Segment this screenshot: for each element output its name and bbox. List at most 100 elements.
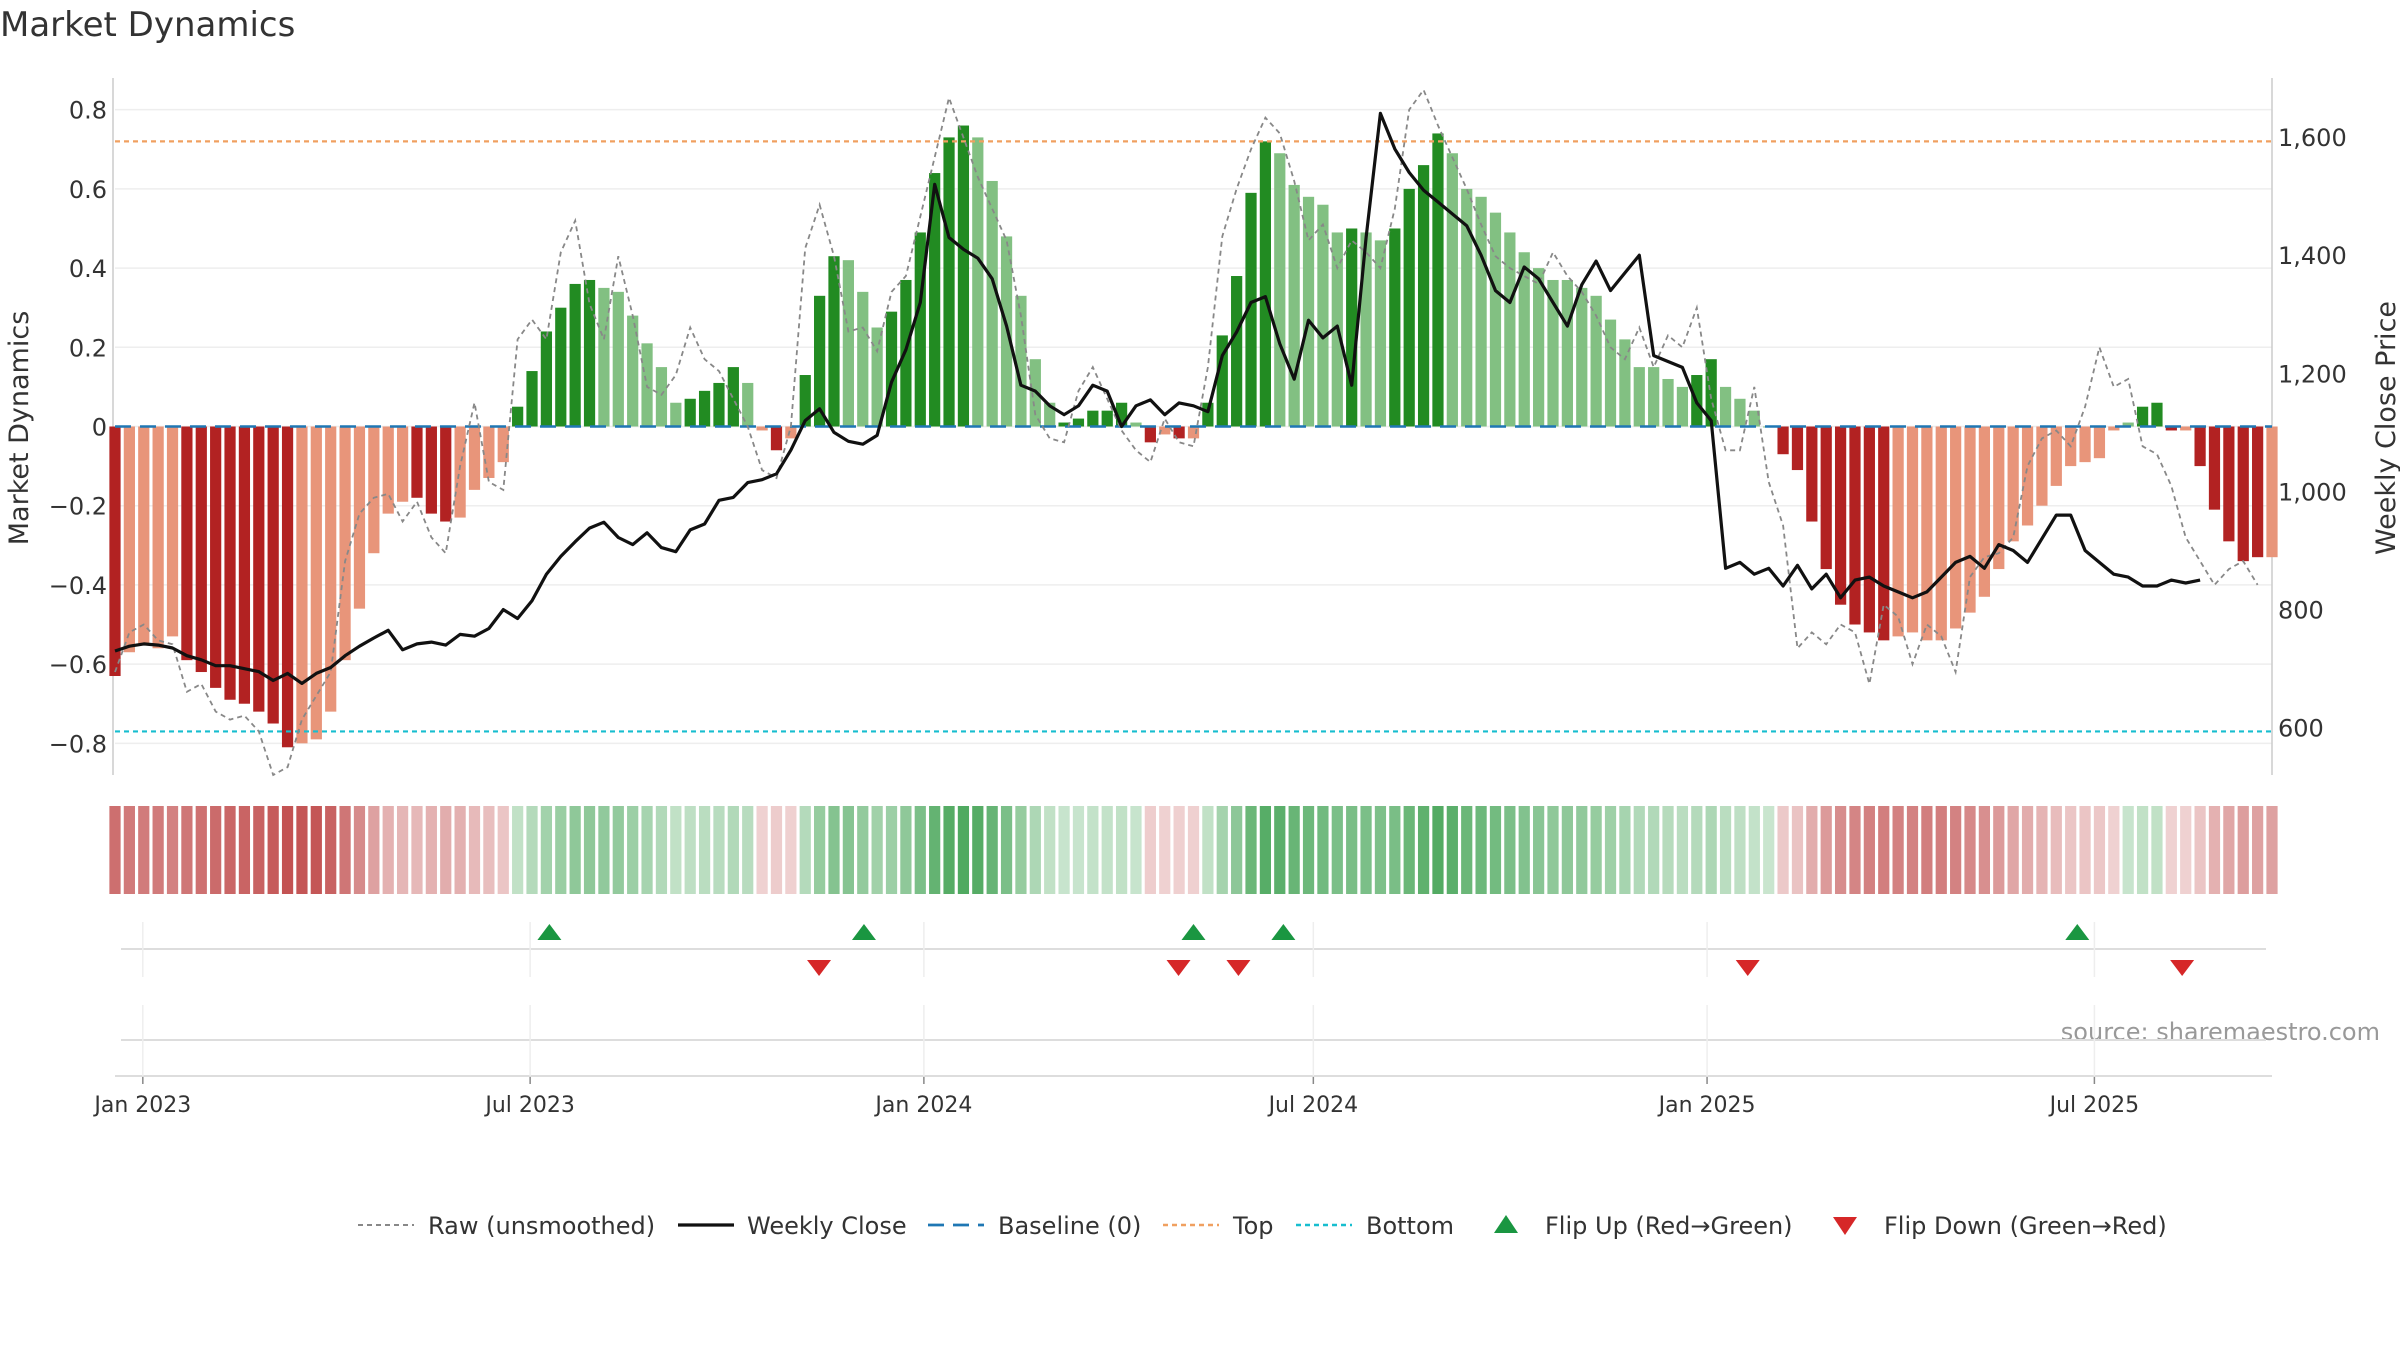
bar <box>2180 426 2192 431</box>
strip-cell <box>1058 806 1070 894</box>
strip-cell <box>325 806 337 894</box>
bar <box>2237 426 2249 562</box>
strip-cell <box>425 806 437 894</box>
strip-cell <box>2194 806 2206 894</box>
strip-cell <box>2036 806 2048 894</box>
bar <box>109 426 121 676</box>
bar <box>670 402 682 427</box>
strip-cell <box>454 806 466 894</box>
y-tick-label: 0.8 <box>69 97 107 125</box>
bar <box>1058 422 1070 427</box>
bar <box>1489 212 1502 427</box>
bar <box>411 426 423 498</box>
bar <box>871 327 883 427</box>
flip-down-marker <box>1166 960 1191 976</box>
bar <box>1072 418 1085 427</box>
strip-cell <box>339 806 351 894</box>
strip-cell <box>1633 806 1645 894</box>
strip-cell <box>1331 806 1343 894</box>
bar <box>267 426 279 724</box>
bar <box>281 426 294 748</box>
bar <box>1791 426 1804 471</box>
strip-cell <box>785 806 797 894</box>
strip-cell <box>670 806 682 894</box>
strip-cell <box>368 806 380 894</box>
bar <box>612 291 624 427</box>
strip-cell <box>1604 806 1617 894</box>
legend-item: Flip Down (Green→Red) <box>1884 1212 2167 1240</box>
strip-cell <box>526 806 538 894</box>
bar <box>1993 426 2005 570</box>
weekly-close-line <box>114 111 2201 686</box>
strip-cell <box>1187 806 1200 894</box>
bar <box>1676 386 1689 427</box>
y-tick-label: −0.4 <box>49 572 107 600</box>
bar <box>957 125 970 427</box>
bar <box>353 426 366 609</box>
bar <box>1015 295 1027 427</box>
strip-cell <box>1547 806 1559 894</box>
bar <box>1101 410 1113 427</box>
strip-cell <box>1619 806 1631 894</box>
bar <box>1403 188 1415 427</box>
bar <box>2136 406 2149 427</box>
bar <box>1719 386 1732 427</box>
strip-cell <box>1834 806 1847 894</box>
y-tick-label: −0.2 <box>49 493 107 521</box>
bar <box>1820 426 1832 570</box>
strip-cell <box>929 806 941 894</box>
bar <box>123 426 135 653</box>
strip-cell <box>1662 806 1674 894</box>
strip-cell <box>2180 806 2192 894</box>
bar <box>526 371 538 427</box>
strip-cell <box>2252 806 2264 894</box>
x-tick-label: Jul 2023 <box>483 1093 575 1118</box>
strip-cell <box>224 806 236 894</box>
strip-cell <box>1978 806 1991 894</box>
strip-cell <box>1087 806 1099 894</box>
strip-cell <box>713 806 725 894</box>
bar <box>1187 426 1200 439</box>
strip-cell <box>1950 806 1962 894</box>
flip-down-marker <box>1735 960 1760 976</box>
bar <box>253 426 265 712</box>
bar <box>583 279 596 427</box>
strip-cell <box>612 806 624 894</box>
bar <box>1288 184 1300 427</box>
strip-cell <box>770 806 783 894</box>
flip-up-marker <box>851 924 876 940</box>
bar <box>1389 228 1401 427</box>
bar <box>325 426 337 712</box>
strip-cell <box>1504 806 1516 894</box>
strip-cell <box>2266 806 2278 894</box>
strip-cell <box>1489 806 1502 894</box>
strip-cell <box>1806 806 1818 894</box>
bar <box>1705 359 1717 427</box>
bar <box>1173 426 1185 439</box>
bar <box>1748 410 1760 427</box>
bar <box>2208 426 2221 510</box>
bar <box>1202 402 1214 427</box>
strip-cell <box>1993 806 2005 894</box>
y-axis-label-left: Market Dynamics <box>4 311 35 546</box>
bar <box>1446 153 1458 427</box>
strip-cell <box>1044 806 1056 894</box>
bar <box>1576 287 1588 427</box>
strip-cell <box>281 806 294 894</box>
flip-up-marker <box>1181 924 1206 940</box>
strip-cell <box>2122 806 2134 894</box>
bar <box>2165 426 2177 431</box>
strip-cell <box>814 806 826 894</box>
bar <box>914 232 926 427</box>
bar <box>972 137 984 427</box>
strip-cell <box>1417 806 1430 894</box>
strip-cell <box>353 806 366 894</box>
strip-cell <box>1115 806 1128 894</box>
bar <box>1921 426 1933 641</box>
bar <box>814 295 826 427</box>
strip-cell <box>1763 806 1775 894</box>
bar <box>742 382 754 427</box>
bar <box>425 426 437 514</box>
flip-down-marker <box>807 960 832 976</box>
